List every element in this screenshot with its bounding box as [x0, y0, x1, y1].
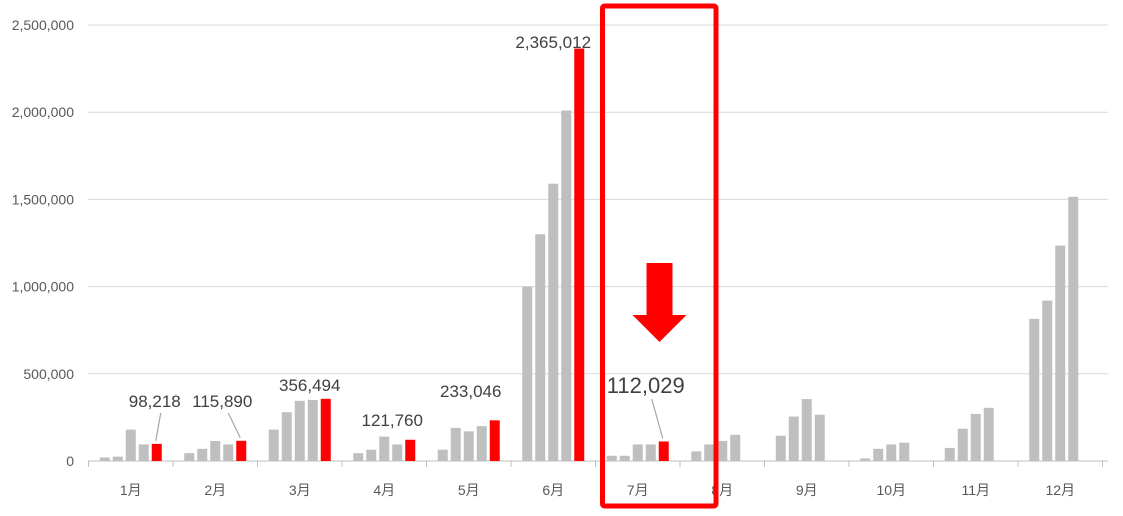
bar-past-year — [463, 431, 474, 461]
y-tick-label: 1,000,000 — [12, 279, 74, 295]
bar-past-year — [730, 434, 741, 461]
data-label: 98,218 — [129, 392, 181, 411]
bar-past-year — [437, 449, 448, 461]
y-tick-label: 1,500,000 — [12, 191, 74, 207]
bar-past-year — [392, 444, 403, 461]
bar-past-year — [450, 427, 461, 461]
bar-past-year — [801, 399, 812, 461]
bar-past-year — [1029, 318, 1040, 461]
bar-past-year — [691, 451, 702, 461]
bar-current-year — [489, 420, 500, 461]
x-tick-label: 4月 — [373, 482, 395, 498]
bar-past-year — [860, 458, 871, 461]
data-label: 112,029 — [607, 373, 685, 398]
bar-current-year — [236, 440, 247, 461]
bar-current-year — [658, 441, 669, 461]
bar-past-year — [112, 456, 123, 461]
leader-line — [155, 412, 162, 441]
bar-past-year — [366, 449, 377, 461]
x-tick-label: 10月 — [876, 482, 906, 498]
bar-past-year — [775, 435, 786, 461]
bar-past-year — [294, 400, 305, 461]
bar-current-year — [405, 439, 416, 461]
bar-past-year — [535, 234, 546, 461]
bar-past-year — [717, 440, 728, 461]
x-tick-label: 3月 — [289, 482, 311, 498]
bar-past-year — [886, 444, 897, 461]
bar-past-year — [632, 444, 643, 461]
x-tick-label: 2月 — [204, 482, 226, 498]
bar-past-year — [138, 444, 149, 461]
bar-past-year — [210, 440, 221, 461]
bar-past-year — [184, 453, 195, 461]
data-label: 115,890 — [192, 392, 252, 411]
bar-past-year — [814, 414, 825, 461]
leader-line — [651, 398, 664, 439]
down-arrow-icon — [632, 263, 687, 342]
bar-past-year — [1068, 196, 1079, 461]
bar-past-year — [983, 407, 994, 461]
bar-past-year — [281, 412, 292, 461]
bar-past-year — [957, 428, 968, 461]
bar-past-year — [873, 448, 884, 461]
x-tick-label: 5月 — [458, 482, 480, 498]
x-tick-label: 9月 — [796, 482, 818, 498]
x-tick-label: 7月 — [627, 482, 649, 498]
bar-past-year — [379, 436, 390, 461]
bar-past-year — [645, 444, 656, 461]
bar-past-year — [353, 453, 364, 461]
leader-line — [227, 412, 241, 439]
bar-past-year — [788, 416, 799, 461]
bar-past-year — [944, 447, 955, 461]
bar-past-year — [606, 455, 617, 461]
bar-current-year — [151, 443, 162, 461]
y-tick-label: 2,500,000 — [12, 17, 74, 33]
bar-past-year — [307, 399, 318, 461]
x-tick-label: 6月 — [542, 482, 564, 498]
bar-past-year — [197, 448, 208, 461]
x-tick-label: 11月 — [961, 482, 990, 498]
bar-past-year — [125, 429, 136, 461]
bar-past-year — [1055, 245, 1066, 461]
bar-past-year — [268, 429, 279, 461]
bar-past-year — [899, 442, 910, 461]
y-tick-label: 0 — [66, 453, 74, 469]
bar-past-year — [619, 455, 630, 461]
y-tick-label: 2,000,000 — [12, 104, 74, 120]
data-label: 356,494 — [279, 376, 340, 395]
bar-past-year — [704, 444, 715, 461]
bar-past-year — [223, 444, 234, 461]
bar-past-year — [99, 457, 110, 461]
bar-past-year — [548, 183, 559, 462]
bar-current-year — [320, 398, 331, 461]
data-label: 121,760 — [362, 411, 423, 430]
bar-past-year — [476, 426, 487, 461]
y-tick-label: 500,000 — [23, 366, 74, 382]
bar-past-year — [970, 413, 981, 461]
bar-past-year — [522, 286, 533, 461]
bar-past-year — [561, 110, 572, 462]
data-label: 2,365,012 — [515, 33, 591, 52]
x-tick-label: 12月 — [1045, 482, 1075, 498]
bar-past-year — [1042, 300, 1053, 461]
bar-current-year — [574, 48, 585, 462]
x-tick-label: 1月 — [120, 482, 142, 498]
highlight-box — [600, 3, 719, 509]
data-label: 233,046 — [440, 382, 501, 401]
